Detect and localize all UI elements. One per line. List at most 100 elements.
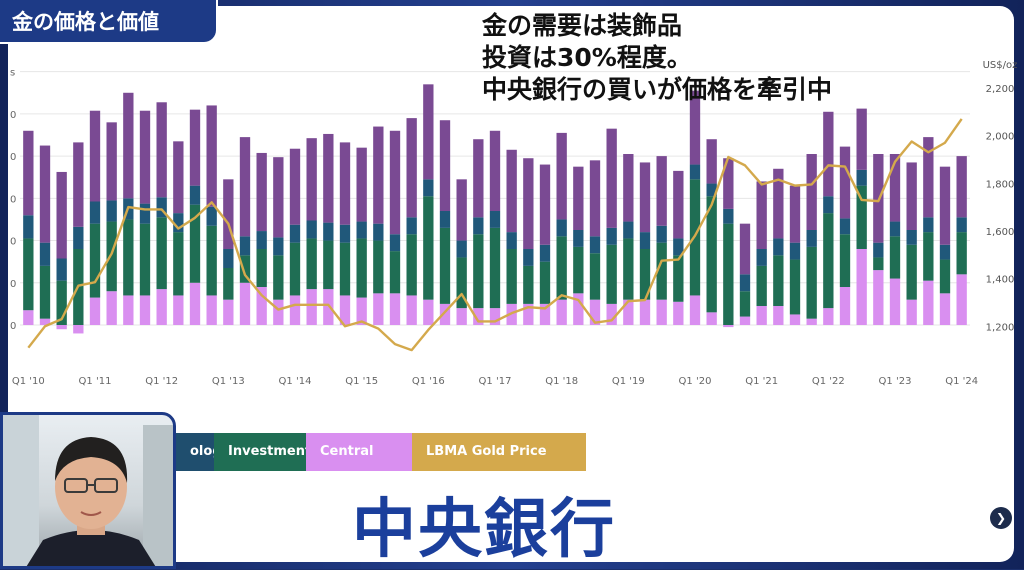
bar-jewellery — [106, 122, 117, 201]
bar-investment — [123, 219, 134, 296]
bar-jewellery — [473, 139, 484, 218]
x-axis-tick-label: Q1 '24 — [945, 376, 978, 387]
bar-jewellery — [39, 145, 51, 243]
bar-technology — [723, 208, 734, 224]
bar-investment — [323, 240, 334, 290]
bar-jewellery — [689, 90, 701, 165]
bar-central-banks — [56, 325, 67, 330]
bar-central-banks — [239, 282, 251, 325]
bar-technology — [906, 230, 917, 245]
left-axis-tick-label: 0 — [10, 237, 16, 248]
bar-investment — [406, 234, 417, 296]
legend-gold-price[interactable]: LBMA Gold Price (US$/oz) — [412, 433, 586, 497]
bar-investment — [239, 255, 251, 283]
topic-title: 金の価格と価値 — [0, 0, 218, 44]
bar-technology — [656, 225, 667, 243]
bar-central-banks — [189, 282, 201, 325]
bar-central-banks — [456, 308, 467, 325]
bar-central-banks — [156, 289, 167, 325]
bar-jewellery — [556, 132, 567, 220]
left-axis-tick-label: 0 — [10, 110, 16, 121]
bar-technology — [23, 215, 34, 239]
bar-jewellery — [289, 148, 301, 225]
legend-technology[interactable]: ology — [176, 433, 230, 471]
bar-jewellery — [756, 181, 767, 249]
bar-investment — [356, 238, 367, 298]
bar-central-banks — [373, 293, 384, 325]
bar-technology — [789, 242, 801, 260]
bar-jewellery — [956, 156, 967, 218]
legend-central-banks[interactable]: Central banks — [306, 433, 412, 497]
bar-technology — [373, 223, 384, 241]
bar-central-banks — [673, 301, 684, 325]
bar-jewellery — [856, 108, 867, 170]
bar-central-banks — [806, 318, 817, 325]
bar-jewellery — [523, 158, 534, 249]
bar-jewellery — [456, 179, 467, 241]
left-axis-tick-label: 0 — [10, 279, 16, 290]
right-axis-tick-label: 1,800 — [986, 179, 1015, 190]
bar-central-banks — [606, 303, 617, 325]
bar-jewellery — [156, 102, 167, 198]
bar-technology — [606, 227, 617, 245]
bar-investment — [789, 259, 801, 315]
x-axis-tick-label: Q1 '21 — [745, 376, 778, 387]
x-axis-tick-label: Q1 '22 — [812, 376, 845, 387]
bar-investment — [173, 232, 184, 296]
bar-investment — [389, 251, 401, 294]
bar-central-banks — [739, 316, 751, 325]
right-axis-tick-label: 1,400 — [986, 275, 1015, 286]
bar-investment — [889, 236, 901, 279]
bar-investment — [856, 185, 867, 249]
bar-technology — [73, 226, 84, 249]
left-axis-tick-label: s — [10, 68, 15, 79]
bar-technology — [223, 249, 234, 268]
bar-technology — [523, 249, 534, 266]
bar-jewellery — [923, 137, 934, 218]
bar-central-banks — [939, 293, 951, 325]
bar-investment — [423, 196, 434, 300]
bar-technology — [189, 185, 201, 205]
bar-investment — [223, 268, 234, 300]
bar-central-banks — [256, 287, 267, 325]
right-axis-tick-label: 1,200 — [986, 322, 1015, 333]
x-axis-tick-label: Q1 '20 — [679, 376, 712, 387]
bar-jewellery — [889, 154, 901, 222]
channel-logo-icon[interactable]: ❯ — [990, 507, 1012, 529]
legend-investment[interactable]: Investment — [214, 433, 311, 471]
bar-investment — [523, 265, 534, 304]
bar-technology — [923, 217, 934, 233]
bar-jewellery — [23, 130, 34, 216]
bar-technology — [623, 221, 634, 239]
presenter-avatar — [3, 415, 173, 566]
bar-investment — [206, 225, 217, 296]
bar-investment — [906, 244, 917, 300]
bar-technology — [573, 230, 584, 247]
bar-technology — [689, 164, 701, 180]
bar-jewellery — [356, 147, 367, 222]
bar-jewellery — [239, 137, 251, 237]
bar-jewellery — [773, 168, 784, 239]
bar-technology — [156, 197, 167, 218]
left-axis-tick-label: 0 — [10, 152, 16, 163]
x-axis-tick-label: Q1 '16 — [412, 376, 445, 387]
bar-central-banks — [556, 299, 567, 325]
bar-investment — [806, 246, 817, 319]
bar-investment — [539, 261, 551, 304]
bar-central-banks — [923, 280, 934, 325]
bar-technology — [889, 221, 901, 237]
bar-investment — [623, 238, 634, 300]
bar-jewellery — [406, 118, 417, 218]
bar-technology — [273, 237, 284, 256]
right-axis-tick-label: 2,200 — [986, 84, 1015, 95]
bar-investment — [189, 204, 201, 283]
bar-jewellery — [639, 162, 651, 233]
bar-central-banks — [573, 293, 584, 325]
bar-technology — [856, 169, 867, 186]
bar-central-banks — [39, 318, 51, 325]
bar-technology — [956, 217, 967, 233]
bar-technology — [289, 224, 301, 243]
bar-investment — [673, 255, 684, 302]
bar-jewellery — [89, 110, 101, 202]
bar-central-banks — [489, 308, 501, 325]
